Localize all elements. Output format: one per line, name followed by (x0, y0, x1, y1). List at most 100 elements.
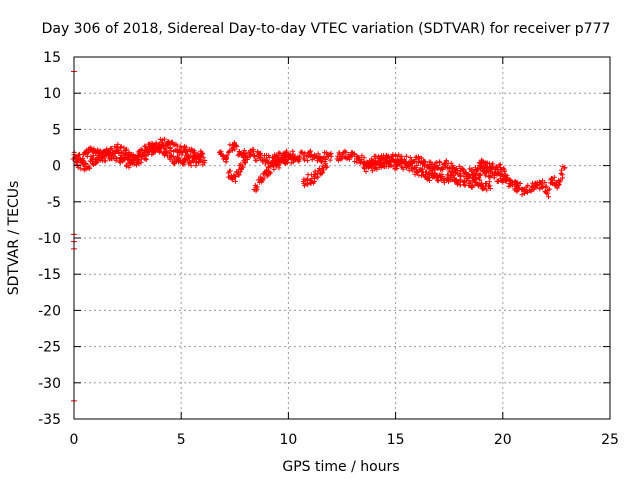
data-point (435, 174, 441, 180)
data-point (238, 169, 244, 175)
data-point (477, 166, 483, 172)
data-point (488, 169, 494, 175)
data-point (461, 182, 467, 188)
data-point (477, 172, 483, 178)
data-point (481, 168, 487, 174)
data-point (328, 153, 334, 159)
data-point (271, 166, 277, 172)
data-point (284, 148, 290, 154)
y-tick-label: -30 (38, 376, 61, 392)
data-point (143, 157, 149, 163)
data-point (114, 146, 120, 152)
data-point (277, 159, 283, 165)
data-point (258, 177, 264, 183)
data-point (198, 153, 204, 159)
data-point (440, 167, 446, 173)
data-point (460, 166, 466, 172)
data-point (453, 167, 459, 173)
data-point (454, 181, 460, 187)
data-point (307, 152, 313, 158)
data-point (490, 161, 496, 167)
data-point (517, 180, 523, 186)
data-point (469, 185, 475, 191)
data-point (83, 161, 89, 167)
data-point (243, 160, 249, 166)
data-point (339, 156, 345, 162)
data-point (226, 148, 232, 154)
axis-ticks: 15 10 5 0 -5 -10 -15 -20 -25 -30 -35 0 5 10 15 20 25 (38, 50, 619, 448)
x-tick-label: 25 (601, 432, 619, 448)
data-point (457, 177, 463, 183)
data-point (484, 187, 490, 193)
data-point (318, 155, 324, 161)
data-point (559, 172, 565, 178)
data-point (165, 142, 171, 148)
data-point (446, 175, 452, 181)
data-series-arc-b (73, 140, 208, 173)
y-tick-label: -25 (38, 340, 61, 356)
data-point (393, 153, 399, 159)
data-point (118, 144, 124, 150)
data-point (292, 155, 298, 161)
data-point (474, 170, 480, 176)
data-point (514, 188, 520, 194)
data-point (546, 186, 552, 192)
data-point (428, 159, 434, 165)
data-point (217, 150, 223, 156)
data-point (486, 179, 492, 185)
data-point (84, 150, 90, 156)
data-point (534, 182, 540, 188)
data-point (305, 176, 311, 182)
data-point (184, 153, 190, 159)
x-tick-label: 0 (70, 432, 79, 448)
data-point (300, 179, 306, 185)
data-point (318, 170, 324, 176)
data-point (177, 157, 183, 163)
grid-lines (74, 57, 610, 419)
data-point (549, 176, 555, 182)
data-point (127, 160, 133, 166)
data-point (230, 142, 236, 148)
data-point (161, 136, 167, 142)
data-point (251, 186, 257, 192)
data-point (261, 175, 267, 181)
data-point (503, 175, 509, 181)
data-point (80, 160, 86, 166)
data-point (161, 149, 167, 155)
data-point (301, 152, 307, 158)
data-point (525, 182, 531, 188)
data-point (442, 162, 448, 168)
data-point (193, 158, 199, 164)
data-point (516, 185, 522, 191)
data-point (468, 179, 474, 185)
data-point (390, 152, 396, 158)
data-point (320, 163, 326, 169)
data-point (497, 171, 503, 177)
data-point (437, 160, 443, 166)
data-point (323, 157, 329, 163)
data-point (238, 161, 244, 167)
data-series-arc-j (513, 163, 568, 200)
data-point (327, 157, 333, 163)
data-point (315, 151, 321, 157)
data-point (257, 151, 263, 157)
data-point (252, 152, 258, 158)
data-point (352, 158, 358, 164)
x-axis-label: GPS time / hours (282, 459, 399, 475)
data-point (109, 156, 115, 162)
data-point (375, 158, 381, 164)
data-point (558, 167, 564, 173)
data-point (484, 168, 490, 174)
data-point (224, 152, 230, 158)
data-point (545, 194, 551, 200)
data-point (307, 148, 313, 154)
data-point (290, 159, 296, 165)
data-point (470, 171, 476, 177)
data-point (278, 156, 284, 162)
data-point (420, 158, 426, 164)
data-point (156, 141, 162, 147)
data-point (131, 154, 137, 160)
data-point (92, 148, 98, 154)
data-point (225, 170, 231, 176)
data-point (487, 165, 493, 171)
